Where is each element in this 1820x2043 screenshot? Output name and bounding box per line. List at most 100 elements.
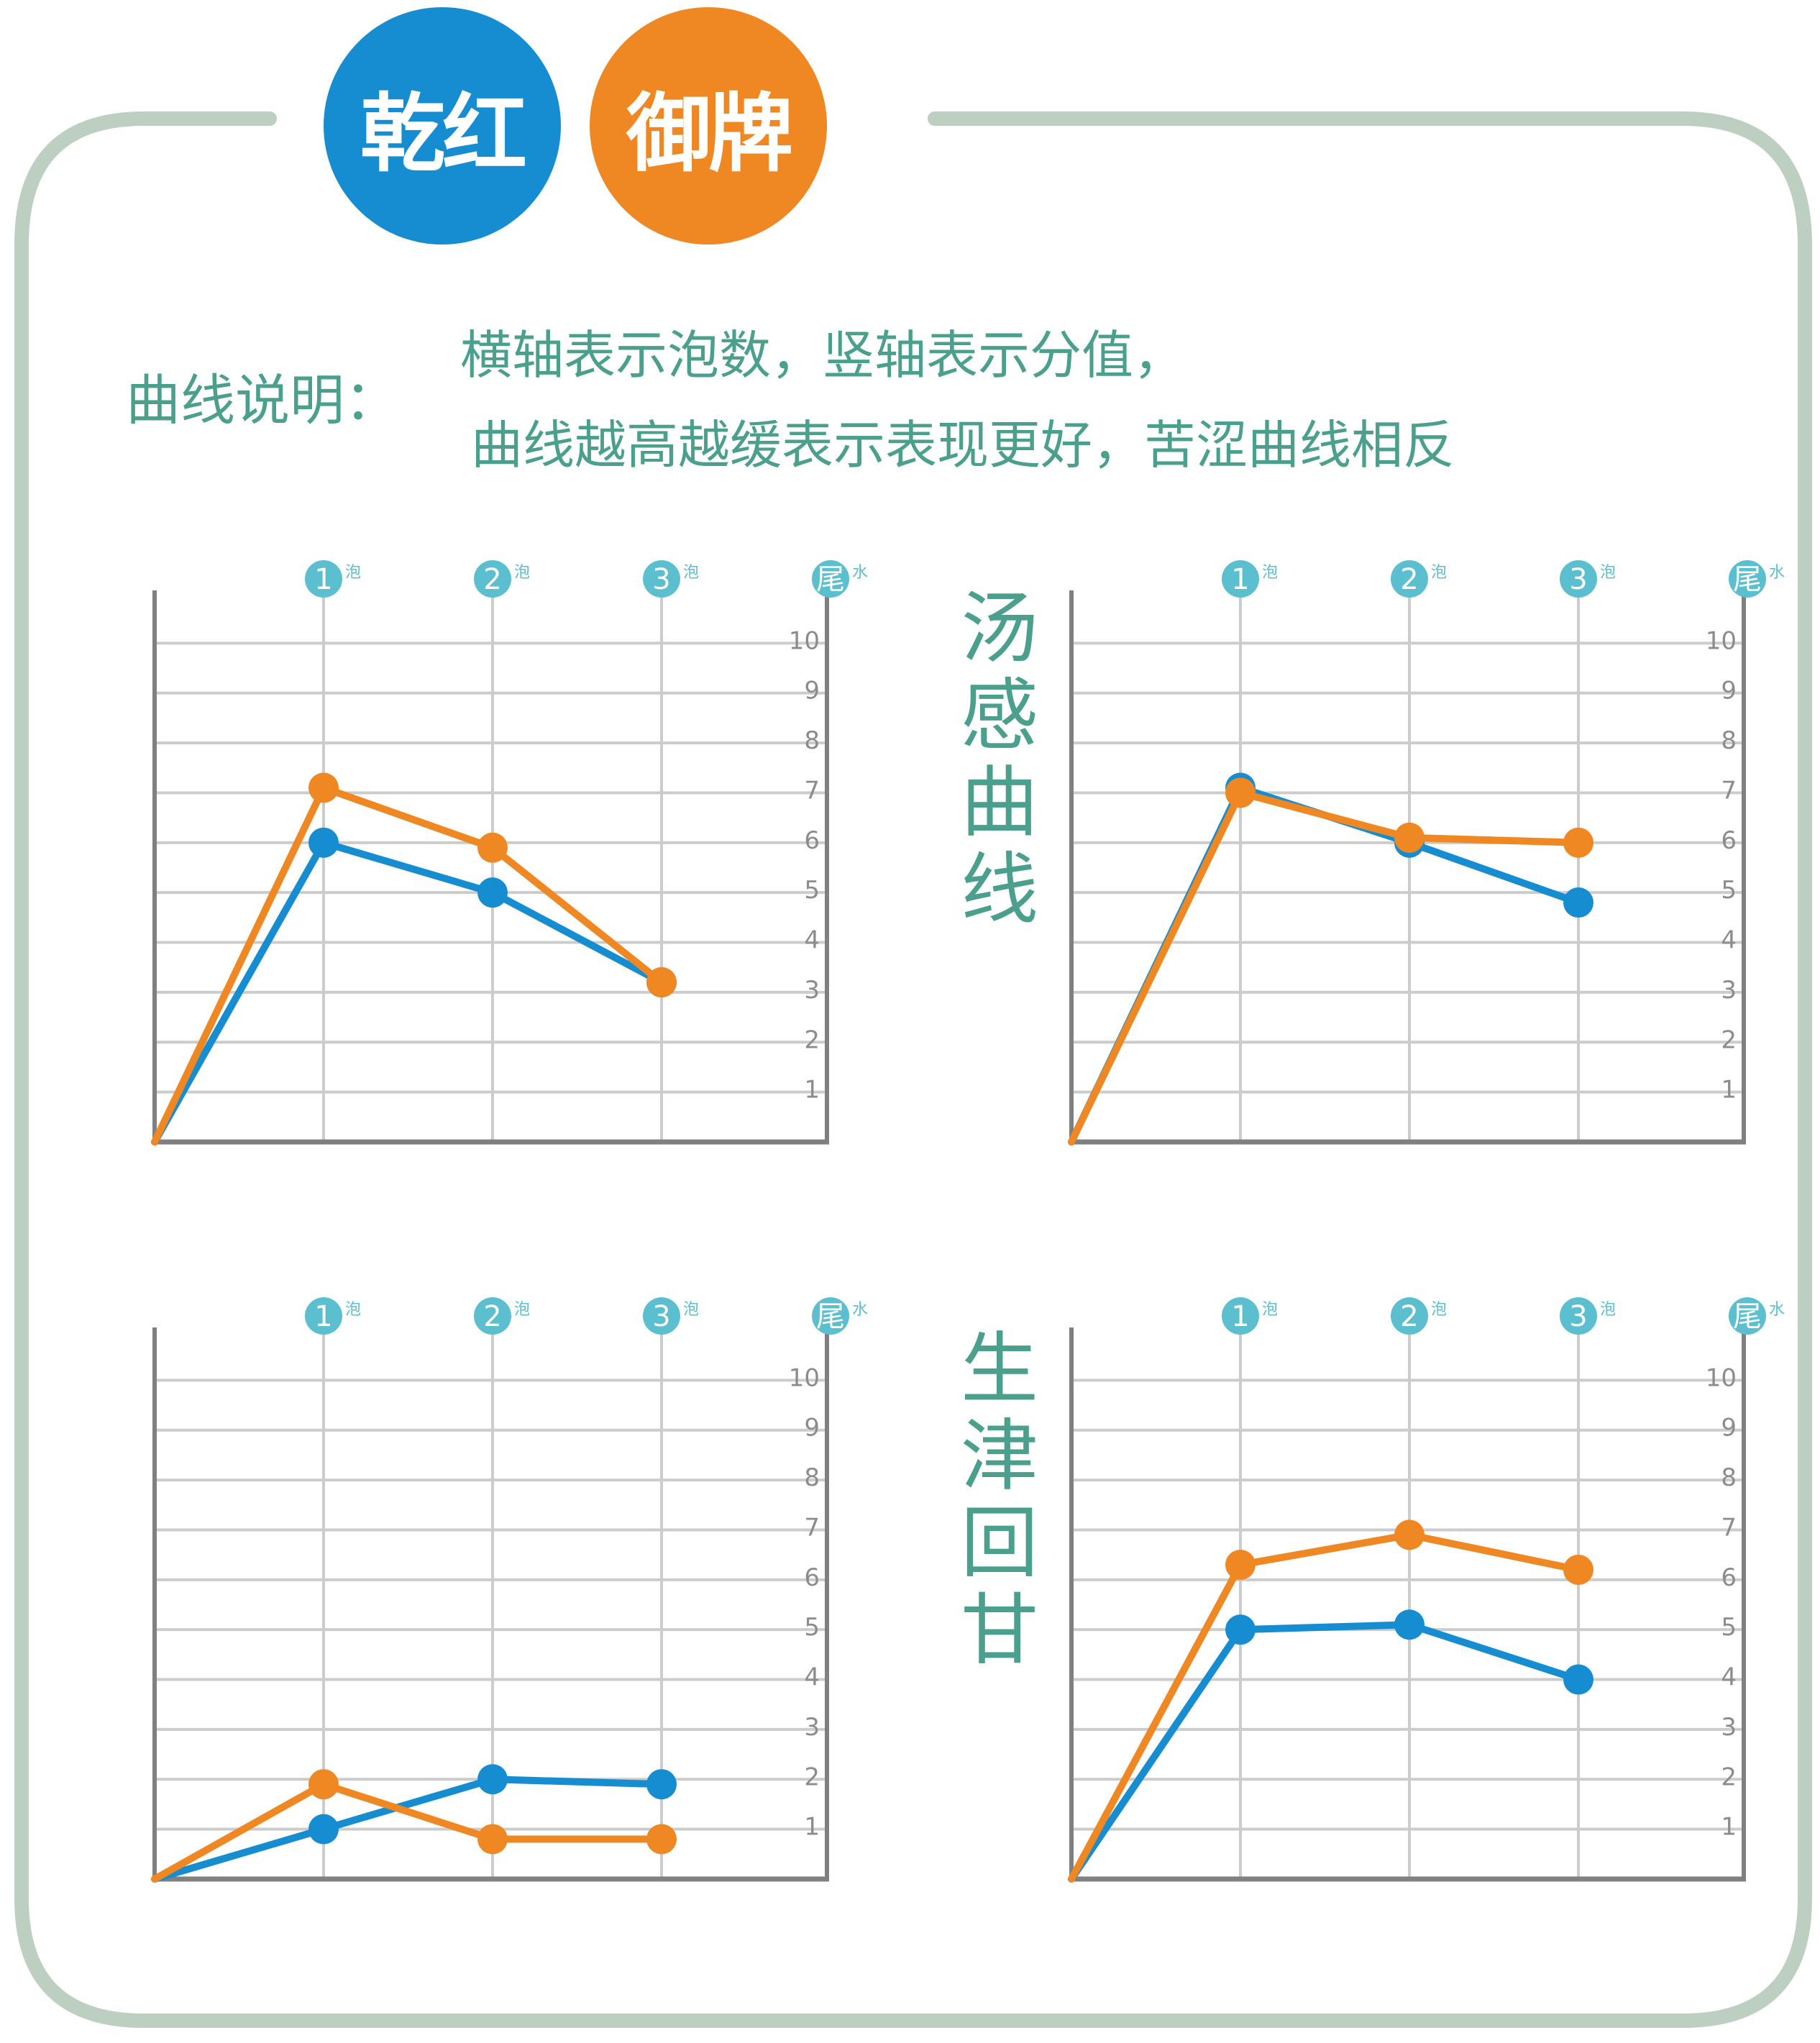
series-point-2 [646,967,677,998]
x-tick-bubble [1560,1297,1597,1335]
plot-area [155,593,827,1142]
x-tick-suffix: 泡 [1431,1301,1447,1319]
x-tick-bubble [1222,1297,1259,1335]
x-tick-bubble [1391,1297,1428,1335]
y-tick-label: 4 [1721,926,1737,955]
y-tick-label: 9 [804,1414,820,1443]
x-tick-label: 尾 [1733,563,1762,596]
y-tick-label: 7 [804,1513,820,1542]
section-title-aftertaste: 生津回甘 [960,1325,1038,1676]
y-tick-label: 5 [1721,1613,1737,1642]
plot-area [1071,593,1744,1142]
y-tick-label: 2 [1721,1025,1737,1054]
y-tick-label: 10 [789,626,820,655]
x-tick-bubble [643,1297,680,1335]
series-point-2 [1394,822,1425,853]
x-tick-bubble [1391,560,1428,598]
x-tick-label: 3 [652,1300,670,1333]
y-tick-label: 1 [1721,1813,1737,1842]
y-tick-label: 7 [804,776,820,805]
y-tick-label: 10 [1706,626,1737,655]
x-tick-label: 1 [1231,563,1249,596]
plot-area [155,1330,827,1879]
x-tick-suffix: 泡 [683,564,699,582]
brand-badge-left-text: 乾红 [360,83,527,183]
series-point-1 [477,877,508,908]
series-point-2 [646,1824,677,1855]
chart-bottom-right: 123456789101 泡 2 泡 3 泡尾水 [1068,1297,1785,1883]
y-tick-label: 8 [804,1463,820,1492]
y-tick-label: 8 [1721,726,1737,755]
series-point-1 [308,1814,339,1845]
series-line-2 [151,1781,665,1883]
x-tick-label: 3 [652,563,670,596]
x-tick-bubble [1222,560,1259,598]
x-tick-bubble [474,560,511,598]
y-tick-label: 4 [1721,1663,1737,1692]
y-tick-label: 3 [1721,976,1737,1005]
series-point-2 [1225,777,1256,808]
y-tick-label: 10 [789,1363,820,1392]
x-tick-suffix: 水 [852,1301,868,1319]
x-tick-suffix: 泡 [1600,564,1616,582]
y-tick-label: 5 [804,876,820,905]
series-point-2 [477,832,508,863]
x-tick-suffix: 泡 [1431,564,1447,582]
x-tick-label: 3 [1569,563,1587,596]
x-tick-bubble [305,1297,342,1335]
x-tick-bubble [643,560,680,598]
y-tick-label: 2 [804,1763,820,1791]
x-tick-label: 2 [483,563,501,596]
x-tick-suffix: 泡 [345,564,361,582]
series-point-2 [1225,1550,1256,1581]
x-tick-bubble [474,1297,511,1335]
y-tick-label: 9 [1721,677,1737,705]
series-line-1 [151,838,665,1146]
series-point-1 [308,827,339,858]
x-tick-suffix: 泡 [345,1301,361,1319]
x-tick-bubble [1729,1297,1766,1335]
y-tick-label: 6 [804,826,820,855]
series-point-2 [308,1769,339,1800]
y-tick-label: 1 [1721,1076,1737,1105]
y-tick-label: 6 [1721,826,1737,855]
x-tick-suffix: 水 [1769,564,1785,582]
y-tick-label: 4 [804,926,820,955]
x-tick-label: 1 [314,563,332,596]
y-tick-label: 6 [1721,1563,1737,1592]
x-tick-suffix: 泡 [1262,1301,1278,1319]
x-tick-suffix: 水 [852,564,868,582]
y-tick-label: 3 [804,1713,820,1742]
series-point-2 [308,772,339,803]
series-point-1 [1563,1664,1593,1695]
series-line-2 [1068,789,1582,1146]
y-tick-label: 3 [1721,1713,1737,1742]
series-point-1 [646,1769,677,1800]
series-point-1 [477,1764,508,1795]
x-tick-suffix: 泡 [514,1301,530,1319]
y-tick-label: 1 [804,1813,820,1842]
y-tick-label: 1 [804,1076,820,1105]
y-tick-label: 8 [804,726,820,755]
x-tick-label: 2 [1400,563,1418,596]
x-tick-label: 2 [483,1300,501,1333]
x-tick-bubble [812,1297,849,1335]
y-tick-label: 9 [1721,1414,1737,1443]
x-tick-label: 1 [1231,1300,1249,1333]
chart-bottom-left: 123456789101 泡 2 泡 3 泡尾水 [151,1297,868,1883]
series-point-2 [1394,1519,1425,1550]
y-tick-label: 7 [1721,1513,1737,1542]
y-tick-label: 3 [804,976,820,1005]
x-tick-suffix: 水 [1769,1301,1785,1319]
series-line-2 [151,784,665,1146]
brand-badge-right-text: 御牌 [626,83,793,183]
plot-area [1071,1330,1744,1879]
series-line-2 [1068,1531,1582,1883]
x-tick-label: 尾 [816,1300,845,1333]
series-point-2 [477,1824,508,1855]
brand-badge-right: 御牌 [590,7,827,244]
x-tick-bubble [812,560,849,598]
series-line-1 [1068,1621,1582,1883]
series-line-1 [151,1775,665,1883]
